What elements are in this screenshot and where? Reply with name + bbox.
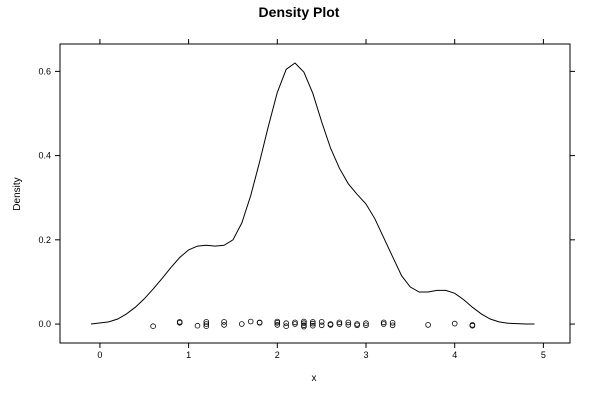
x-tick-label: 3 [363, 350, 368, 360]
rug-point [309, 322, 316, 329]
rug-point [292, 319, 298, 326]
rug-point [203, 319, 210, 325]
rug-point [176, 319, 183, 325]
density-curve [90, 62, 535, 325]
rug-point [283, 320, 290, 327]
rug-point [203, 323, 210, 330]
rug-point [380, 319, 387, 326]
y-tick-label: 0.2 [38, 235, 51, 245]
rug-point [194, 322, 201, 329]
rug-point [301, 323, 307, 330]
rug-point [389, 322, 396, 329]
rug-point [256, 319, 263, 326]
rug-point [221, 319, 227, 325]
plot-frame [59, 43, 571, 344]
x-tick-label: 4 [452, 350, 457, 360]
rug-point [309, 320, 316, 327]
rug-point [283, 323, 290, 330]
x-tick-label: 5 [541, 350, 546, 360]
rug-point [318, 322, 325, 329]
rug-point [425, 322, 431, 328]
rug-point [363, 322, 369, 329]
rug-point [363, 320, 369, 327]
rug-point [354, 322, 360, 329]
axes: 0 1 2 3 4 5 0.0 0.2 0.4 0.6 [38, 39, 575, 360]
x-tick-label: 1 [186, 350, 191, 360]
chart-title: Density Plot [259, 4, 340, 20]
y-axis-label: Density [12, 177, 23, 210]
rug-point [247, 318, 254, 325]
rug-point [274, 319, 281, 326]
rug-point [292, 321, 298, 327]
rug-point [327, 322, 334, 328]
y-tick-label: 0.4 [38, 151, 51, 161]
rug-point [336, 321, 343, 327]
rug-point [221, 322, 227, 328]
x-tick-label: 0 [97, 350, 102, 360]
rug-point [150, 323, 156, 330]
rug-point [380, 321, 387, 327]
rug-point [274, 322, 281, 328]
rug-point [451, 320, 458, 327]
rug-point [309, 319, 316, 325]
rug-point [345, 322, 352, 328]
rug-point [345, 319, 352, 326]
rug-point [239, 321, 245, 327]
y-tick-label: 0.6 [38, 66, 51, 76]
rug-point [469, 322, 476, 329]
y-tick-label: 0.0 [38, 319, 51, 329]
rug-point [318, 319, 325, 325]
x-axis-label: x [312, 373, 317, 384]
data-marks [90, 62, 535, 330]
rug-point [389, 319, 396, 326]
rug-point [203, 321, 210, 327]
rug-point [336, 319, 343, 326]
rug-point [301, 320, 307, 327]
x-tick-label: 2 [275, 350, 280, 360]
